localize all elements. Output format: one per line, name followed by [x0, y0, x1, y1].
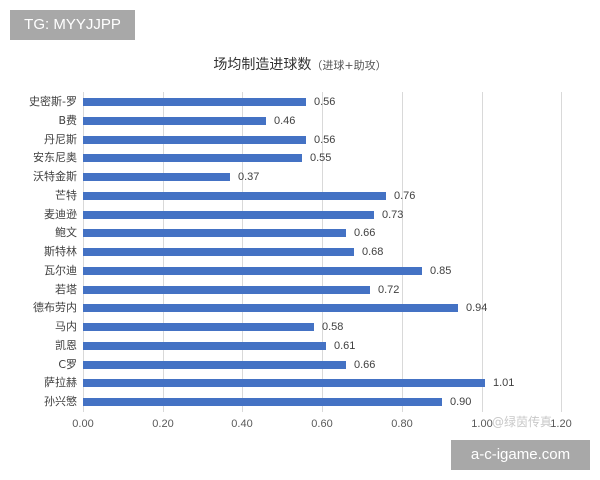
watermark: @绿茵传真: [492, 415, 553, 429]
value-label: 0.72: [378, 284, 400, 296]
bar-row: B费 0.46: [0, 112, 600, 130]
chart-title: 场均制造进球数（进球+助攻）: [0, 54, 600, 74]
site-badge: a-c-igame.com: [451, 440, 590, 470]
bar: [83, 154, 302, 162]
bar-row: 瓦尔迪 0.85: [0, 262, 600, 280]
bar: [83, 286, 370, 294]
value-label: 0.66: [354, 359, 376, 371]
bar-row: 德布劳内 0.94: [0, 299, 600, 317]
x-tick-label: 0.20: [152, 418, 174, 430]
category-label: 斯特林: [44, 245, 77, 258]
bar: [83, 173, 230, 181]
value-label: 0.94: [466, 302, 488, 314]
category-label: 史密斯-罗: [29, 95, 77, 108]
category-label: 鲍文: [55, 226, 77, 239]
bar: [83, 192, 386, 200]
chart-title-main: 场均制造进球数: [213, 57, 312, 73]
value-label: 0.56: [314, 96, 336, 108]
bar: [83, 117, 266, 125]
bar-row: 斯特林 0.68: [0, 243, 600, 261]
category-label: 芒特: [55, 189, 77, 202]
bar: [83, 248, 354, 256]
value-label: 0.55: [310, 152, 332, 164]
bar: [83, 229, 346, 237]
bar: [83, 211, 374, 219]
gridline: [561, 92, 562, 412]
category-label: 若塔: [55, 283, 77, 296]
x-tick-label: 0.60: [311, 418, 333, 430]
category-label: 沃特金斯: [33, 170, 77, 183]
bar-row: 史密斯-罗 0.56: [0, 93, 600, 111]
bar-row: 麦迪逊 0.73: [0, 206, 600, 224]
value-label: 0.73: [382, 209, 404, 221]
x-tick-label: 1.20: [550, 418, 572, 430]
bar: [83, 304, 458, 312]
bar: [83, 323, 314, 331]
value-label: 0.66: [354, 227, 376, 239]
category-label: 麦迪逊: [44, 208, 77, 221]
bar-row: 若塔 0.72: [0, 281, 600, 299]
category-label: 孙兴慜: [44, 395, 77, 408]
bar-row: 萨拉赫 1.01: [0, 374, 600, 392]
value-label: 1.01: [493, 377, 515, 389]
value-label: 0.61: [334, 340, 356, 352]
category-label: 萨拉赫: [44, 376, 77, 389]
x-tick-label: 0.40: [231, 418, 253, 430]
bar-row: 孙兴慜 0.90: [0, 393, 600, 411]
tg-badge: TG: MYYJJPP: [10, 10, 135, 40]
category-label: 德布劳内: [33, 301, 77, 314]
category-label: 安东尼奥: [33, 151, 77, 164]
bar-row: 鲍文 0.66: [0, 224, 600, 242]
bar-row: 沃特金斯 0.37: [0, 168, 600, 186]
bar: [83, 267, 422, 275]
value-label: 0.58: [322, 321, 344, 333]
x-tick-label: 0.00: [72, 418, 94, 430]
value-label: 0.76: [394, 190, 416, 202]
value-label: 0.37: [238, 171, 260, 183]
category-label: 丹尼斯: [44, 133, 77, 146]
bar-row: 凯恩 0.61: [0, 337, 600, 355]
value-label: 0.90: [450, 396, 472, 408]
value-label: 0.68: [362, 246, 384, 258]
bar: [83, 136, 306, 144]
gridline: [482, 92, 483, 412]
bar: [83, 398, 442, 406]
gridline: [402, 92, 403, 412]
value-label: 0.56: [314, 134, 336, 146]
bar-row: 马内 0.58: [0, 318, 600, 336]
value-label: 0.85: [430, 265, 452, 277]
category-label: C罗: [58, 358, 77, 371]
bar-row: 安东尼奥 0.55: [0, 149, 600, 167]
value-label: 0.46: [274, 115, 296, 127]
bar-row: C罗 0.66: [0, 356, 600, 374]
bar-row: 丹尼斯 0.56: [0, 131, 600, 149]
bar: [83, 342, 326, 350]
x-tick-label: 0.80: [391, 418, 413, 430]
bar: [83, 379, 485, 387]
chart-subtitle: （进球+助攻）: [311, 59, 387, 72]
category-label: 马内: [55, 320, 77, 333]
bar-row: 芒特 0.76: [0, 187, 600, 205]
category-label: 凯恩: [55, 339, 77, 352]
category-label: 瓦尔迪: [44, 264, 77, 277]
bar: [83, 361, 346, 369]
bar: [83, 98, 306, 106]
category-label: B费: [58, 114, 77, 127]
x-tick-label: 1.00: [471, 418, 493, 430]
